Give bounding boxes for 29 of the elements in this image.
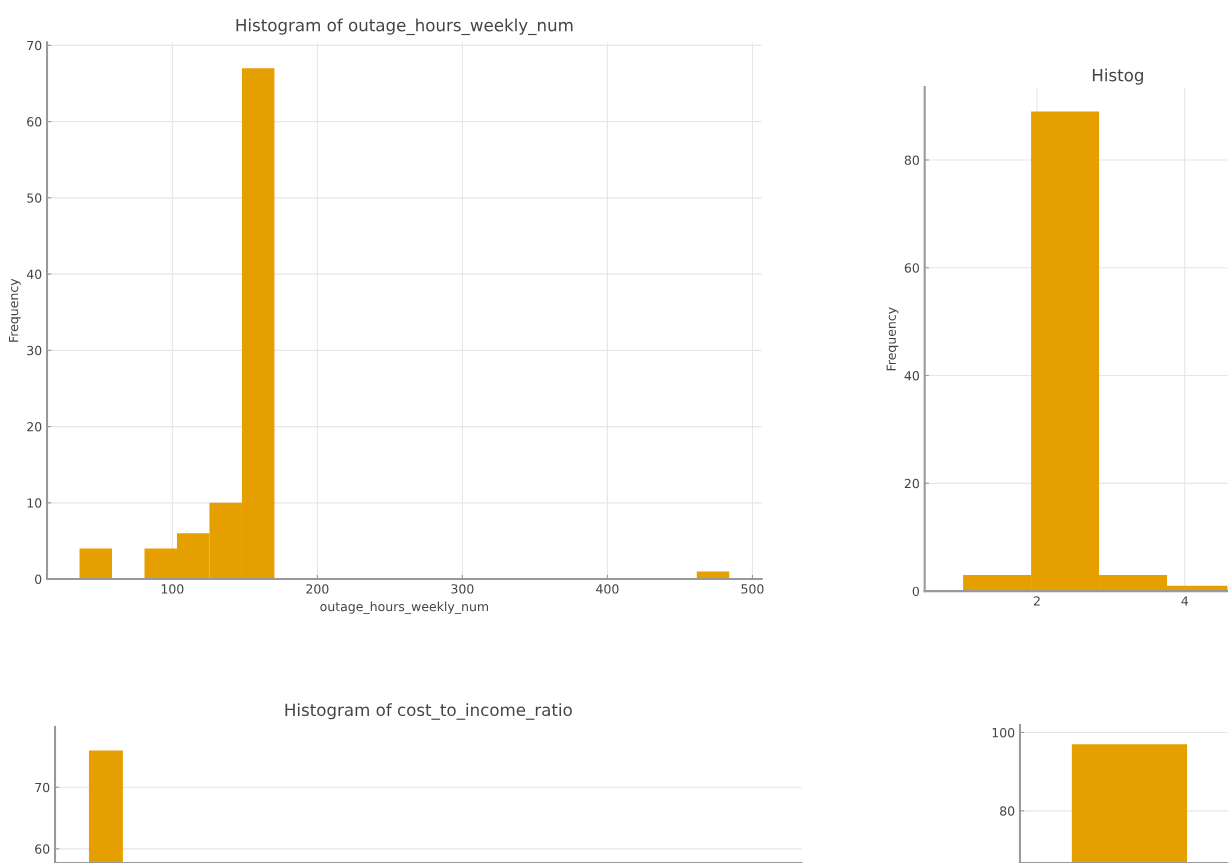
y-tick-label: 40 xyxy=(26,269,42,280)
y-tick-label: 40 xyxy=(904,371,919,381)
x-tick-label: 300 xyxy=(451,584,474,594)
y-tick-label: 60 xyxy=(904,263,919,273)
y-tick-label: 10 xyxy=(27,498,42,508)
x-axis-title: outage_hours_weekly_num xyxy=(320,601,489,615)
x-tick-label: 100 xyxy=(161,584,184,594)
y-tick-label: 30 xyxy=(27,345,42,356)
x-tick-label: 200 xyxy=(306,584,329,594)
y-axis-title: Frequency xyxy=(886,307,899,371)
y-tick-label: 70 xyxy=(35,782,50,793)
chart-title: Histogram of cost_to_income_ratio xyxy=(285,703,572,720)
x-tick-label: 500 xyxy=(741,584,764,594)
y-tick-label: 60 xyxy=(35,844,50,854)
y-tick-label: 70 xyxy=(27,40,42,51)
y-tick-label: 0 xyxy=(35,574,42,584)
chart-title: Histogram of outage_hours_weekly_num xyxy=(236,18,573,36)
y-tick-label: 0 xyxy=(912,586,919,597)
chart-title: Histog xyxy=(1092,68,1143,85)
y-tick-label: 60 xyxy=(27,117,42,127)
x-tick-label: 400 xyxy=(596,584,619,594)
y-axis-title: Frequency xyxy=(9,278,21,342)
y-tick-label: 80 xyxy=(904,155,919,165)
y-tick-label: 80 xyxy=(1000,806,1015,816)
x-tick-label: 2 xyxy=(1033,596,1040,606)
x-tick-label: 4 xyxy=(1181,596,1189,606)
y-tick-label: 20 xyxy=(27,422,42,432)
y-tick-label: 50 xyxy=(27,193,42,203)
y-tick-label: 20 xyxy=(904,478,919,489)
